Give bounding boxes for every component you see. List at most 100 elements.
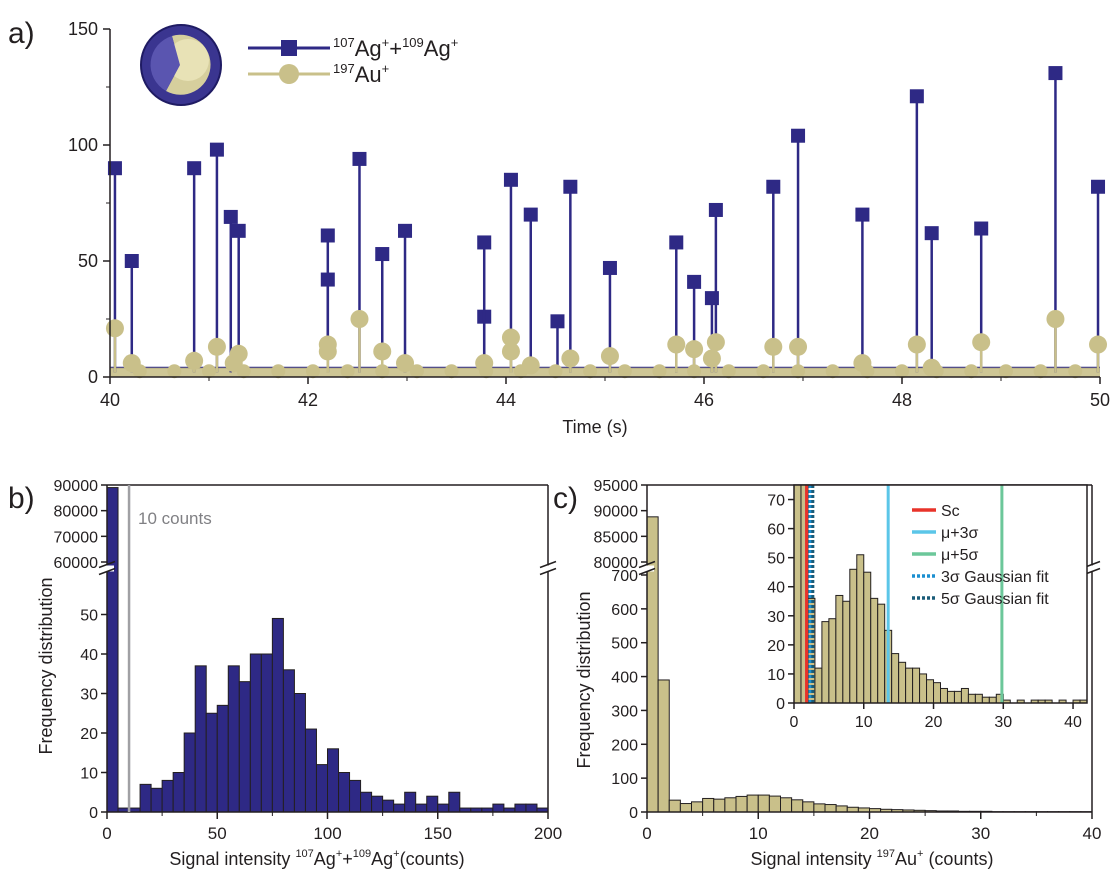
histogram-bar — [184, 733, 195, 812]
histogram-bar — [228, 666, 239, 812]
au-marker — [549, 364, 563, 378]
au-marker — [930, 364, 944, 378]
histogram-bar — [781, 798, 792, 812]
y-tick-label: 95000 — [594, 478, 639, 495]
inset-histogram-bar — [941, 688, 948, 703]
histogram-bar — [394, 804, 405, 812]
au-marker — [350, 310, 368, 328]
x-tick-label: 44 — [496, 390, 516, 410]
chart-c: 0 10 20 30 400100200300400500600700800008500… — [574, 478, 1101, 869]
au-marker — [479, 364, 493, 378]
au-marker — [826, 364, 840, 378]
y-tick-label: 30 — [80, 687, 98, 704]
au-marker — [375, 364, 389, 378]
inset-y-tick-label: 10 — [767, 667, 785, 684]
histogram-bar — [261, 654, 272, 812]
chart-b-ylabel: Frequency distribution — [36, 577, 56, 754]
au-marker — [306, 364, 320, 378]
x-tick-label: 50 — [208, 824, 227, 843]
au-marker — [1034, 364, 1048, 378]
histogram-bar — [647, 517, 658, 812]
histogram-bar — [526, 804, 537, 812]
chart-a-plot — [106, 66, 1107, 378]
histogram-bar — [140, 784, 151, 812]
inset-y-tick-label: 50 — [767, 551, 785, 568]
ag-marker — [791, 129, 805, 143]
inset-legend-label: μ+5σ — [941, 547, 978, 564]
inset-histogram-bar — [822, 622, 829, 703]
au-marker — [964, 364, 978, 378]
histogram-bar — [316, 765, 327, 812]
inset-legend-label: μ+3σ — [941, 525, 978, 542]
x-tick-label: 40 — [100, 390, 120, 410]
histogram-bar — [680, 804, 691, 812]
au-marker — [764, 338, 782, 356]
au-marker — [1046, 310, 1064, 328]
ag-marker — [669, 235, 683, 249]
y-tick-label: 100 — [68, 135, 98, 155]
x-tick-label: 30 — [971, 824, 990, 843]
y-tick-label: 100 — [611, 771, 638, 788]
ag-marker — [187, 161, 201, 175]
y-tick-label: 50 — [80, 608, 98, 625]
au-marker — [502, 342, 520, 360]
au-marker — [722, 364, 736, 378]
histogram-bar — [283, 670, 294, 812]
inset-histogram-bar — [871, 598, 878, 703]
au-marker — [652, 364, 666, 378]
histogram-bar — [350, 780, 361, 812]
histogram-bar — [769, 796, 780, 812]
histogram-bar — [658, 680, 669, 812]
inset-legend-label: 5σ Gaussian fit — [941, 591, 1049, 608]
y-tick-label: 600 — [611, 602, 638, 619]
ag-marker — [321, 228, 335, 242]
inset-histogram-bar — [913, 668, 920, 703]
y-tick-label: 10 — [80, 766, 98, 783]
au-marker — [972, 333, 990, 351]
au-marker — [185, 352, 203, 370]
inset-histogram-bar — [961, 688, 968, 703]
au-marker — [133, 364, 147, 378]
au-marker — [860, 364, 874, 378]
ag-marker — [398, 224, 412, 238]
histogram-bar — [305, 729, 316, 812]
inset-y-tick-label: 40 — [767, 580, 785, 597]
y-tick-label: 200 — [611, 737, 638, 754]
au-marker — [908, 336, 926, 354]
x-tick-label: 20 — [860, 824, 879, 843]
chart-b-plot — [107, 488, 548, 812]
au-marker — [601, 347, 619, 365]
histogram-bar — [250, 654, 261, 812]
au-marker — [319, 342, 337, 360]
chart-c-inset: 0 10 20 30 40010203040506070 — [767, 485, 1087, 731]
au-marker — [167, 364, 181, 378]
inset-legend-label: Sc — [941, 503, 960, 520]
ag-marker — [232, 224, 246, 238]
chart-a: 40 42 44 46 48 50 0 50 100 150 Time (s) 107Ag++10… — [68, 19, 1110, 437]
y-tick-label: 40 — [80, 647, 98, 664]
inset-histogram-bar — [920, 674, 927, 703]
au-marker — [271, 364, 285, 378]
ag-marker — [563, 180, 577, 194]
chart-c-ylabel: Frequency distribution — [574, 591, 594, 768]
au-marker — [791, 364, 805, 378]
ag-marker — [352, 152, 366, 166]
inset-histogram-bar — [954, 691, 961, 703]
y-tick-label: 80000 — [54, 504, 99, 521]
chart-a-xlabel: Time (s) — [562, 417, 627, 437]
ag-marker — [375, 247, 389, 261]
inset-y-tick-label: 30 — [767, 609, 785, 626]
histogram-bar — [162, 780, 173, 812]
inset-histogram-bar — [892, 654, 899, 703]
inset-histogram-bar — [906, 668, 913, 703]
au-baseline-band — [110, 368, 1100, 377]
inset-x-tick-label: 10 — [855, 714, 873, 731]
histogram-bar — [272, 618, 283, 812]
au-marker — [237, 364, 251, 378]
inset-histogram-bar — [843, 601, 850, 703]
inset-histogram-bar — [864, 572, 871, 703]
au-marker — [789, 338, 807, 356]
y-tick-label: 20 — [80, 726, 98, 743]
y-tick-label: 150 — [68, 19, 98, 39]
au-marker — [1068, 364, 1082, 378]
